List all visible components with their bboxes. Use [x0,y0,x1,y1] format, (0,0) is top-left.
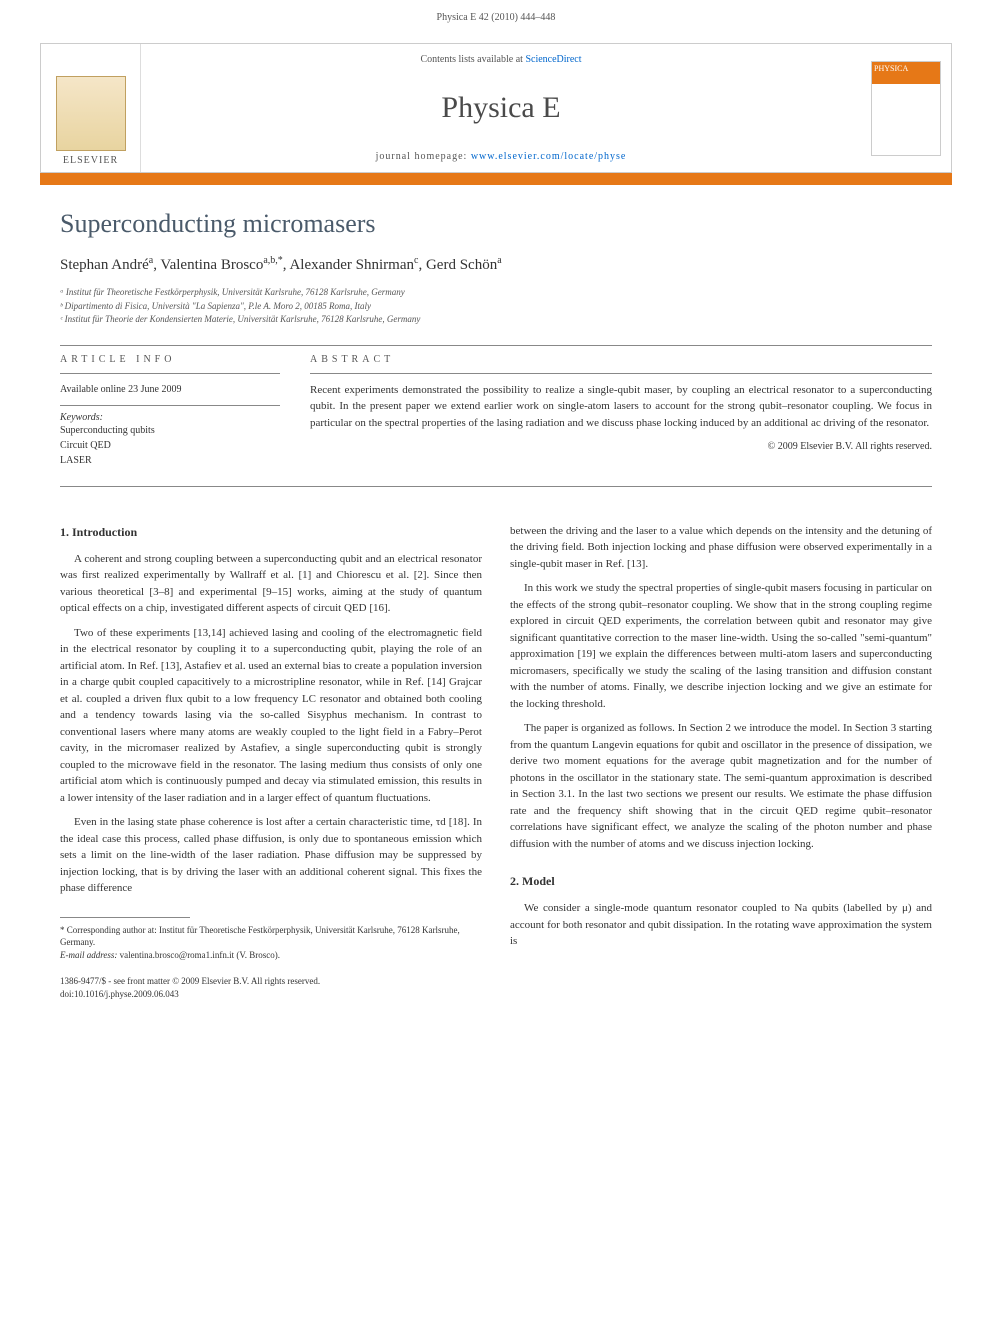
elsevier-logo-icon [56,76,126,151]
sciencedirect-link[interactable]: ScienceDirect [525,54,581,65]
homepage-prefix: journal homepage: [376,151,471,162]
email-address: valentina.brosco@roma1.infn.it (V. Brosc… [120,950,280,960]
issn-line: 1386-9477/$ - see front matter © 2009 El… [60,975,482,988]
orange-divider-bar [40,173,952,185]
model-p1: We consider a single-mode quantum resona… [510,900,932,950]
intro-p1: A coherent and strong coupling between a… [60,551,482,617]
right-column: between the driving and the laser to a v… [510,523,932,1001]
available-online: Available online 23 June 2009 [60,380,280,399]
author-1: Stephan Andréa [60,257,153,273]
keyword-1: Superconducting qubits [60,423,280,438]
model-heading: 2. Model [510,872,932,890]
publisher-block: ELSEVIER [41,44,141,172]
abstract-text: Recent experiments demonstrated the poss… [310,382,932,432]
article-content: Superconducting micromasers Stephan Andr… [0,209,992,1000]
keyword-3: LASER [60,453,280,468]
affiliation-b: ᵇ Dipartimento di Fisica, Università "La… [60,300,932,314]
intro-heading: 1. Introduction [60,523,482,541]
homepage-line: journal homepage: www.elsevier.com/locat… [141,151,861,162]
footer-info: 1386-9477/$ - see front matter © 2009 El… [60,975,482,1000]
corresponding-footnote: * Corresponding author at: Institut für … [60,924,482,949]
keywords-label: Keywords: [60,412,280,423]
col2-p1: between the driving and the laser to a v… [510,523,932,573]
col2-p2: In this work we study the spectral prope… [510,580,932,712]
journal-name: Physica E [141,91,861,125]
author-4: Gerd Schöna [426,257,502,273]
abstract-heading: ABSTRACT [310,354,932,365]
cover-label: PHYSICA [872,62,940,84]
journal-cover-icon: PHYSICA [871,61,941,156]
cover-body [872,84,940,155]
keywords-list: Superconducting qubits Circuit QED LASER [60,423,280,468]
info-divider-2 [60,405,280,406]
abstract-block: ABSTRACT Recent experiments demonstrated… [310,354,932,468]
affiliation-a: ᵃ Institut für Theoretische Festkörperph… [60,286,932,300]
intro-p2: Two of these experiments [13,14] achieve… [60,625,482,807]
article-title: Superconducting micromasers [60,209,932,239]
email-label: E-mail address: [60,950,117,960]
left-column: 1. Introduction A coherent and strong co… [60,523,482,1001]
info-divider-1 [60,373,280,374]
page-header: Physica E 42 (2010) 444–448 [0,0,992,35]
author-3: Alexander Shnirmanc [289,257,418,273]
copyright-line: © 2009 Elsevier B.V. All rights reserved… [310,441,932,452]
info-abstract-row: ARTICLE INFO Available online 23 June 20… [60,354,932,468]
info-heading: ARTICLE INFO [60,354,280,365]
doi-line: doi:10.1016/j.physe.2009.06.043 [60,988,482,1001]
abstract-divider [310,373,932,374]
email-footnote: E-mail address: valentina.brosco@roma1.i… [60,949,482,962]
intro-p3: Even in the lasing state phase coherence… [60,814,482,897]
bottom-divider [60,486,932,487]
publisher-name: ELSEVIER [63,155,118,166]
contents-prefix: Contents lists available at [420,54,525,65]
top-divider [60,345,932,346]
cover-block: PHYSICA [861,44,951,172]
keyword-2: Circuit QED [60,438,280,453]
affiliations: ᵃ Institut für Theoretische Festkörperph… [60,286,932,327]
banner-center: Contents lists available at ScienceDirec… [141,44,861,172]
contents-line: Contents lists available at ScienceDirec… [141,54,861,65]
author-2: Valentina Broscoa,b,* [160,257,282,273]
homepage-link[interactable]: www.elsevier.com/locate/physe [471,151,627,162]
journal-banner: ELSEVIER Contents lists available at Sci… [40,43,952,173]
col2-p3: The paper is organized as follows. In Se… [510,720,932,852]
affiliation-c: ᶜ Institut für Theorie der Kondensierten… [60,313,932,327]
authors-line: Stephan Andréa, Valentina Broscoa,b,*, A… [60,255,932,274]
citation-text: Physica E 42 (2010) 444–448 [437,12,556,23]
footnote-divider [60,917,190,918]
body-columns: 1. Introduction A coherent and strong co… [60,523,932,1001]
article-info: ARTICLE INFO Available online 23 June 20… [60,354,280,468]
